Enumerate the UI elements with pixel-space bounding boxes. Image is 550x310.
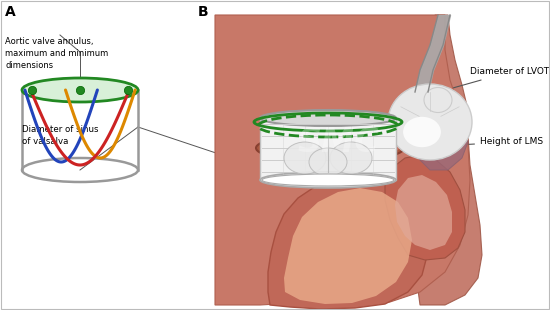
Ellipse shape	[256, 134, 404, 162]
Ellipse shape	[260, 172, 396, 188]
Polygon shape	[284, 188, 412, 304]
Ellipse shape	[284, 142, 326, 174]
Ellipse shape	[22, 78, 138, 102]
Polygon shape	[218, 15, 435, 128]
Polygon shape	[215, 15, 470, 305]
Text: Diameter of LVOT: Diameter of LVOT	[399, 68, 549, 103]
FancyBboxPatch shape	[260, 118, 396, 180]
Ellipse shape	[388, 84, 472, 160]
Text: Aortic valve annulus,
maximum and minimum
dimensions: Aortic valve annulus, maximum and minimu…	[5, 37, 108, 70]
Text: A: A	[5, 5, 16, 19]
Ellipse shape	[262, 174, 394, 186]
Ellipse shape	[403, 117, 441, 147]
Text: SMC: SMC	[297, 126, 379, 158]
Ellipse shape	[260, 110, 396, 126]
Ellipse shape	[330, 142, 372, 174]
Polygon shape	[395, 175, 452, 250]
Ellipse shape	[309, 148, 347, 176]
Ellipse shape	[424, 87, 452, 113]
Polygon shape	[268, 178, 428, 309]
Polygon shape	[408, 105, 468, 170]
Polygon shape	[418, 15, 482, 305]
Polygon shape	[385, 155, 465, 260]
Text: B: B	[198, 5, 208, 19]
Ellipse shape	[261, 137, 399, 159]
Text: Height of LMS: Height of LMS	[351, 138, 543, 151]
Text: Diameter of sinus
of valsalva: Diameter of sinus of valsalva	[22, 125, 98, 146]
